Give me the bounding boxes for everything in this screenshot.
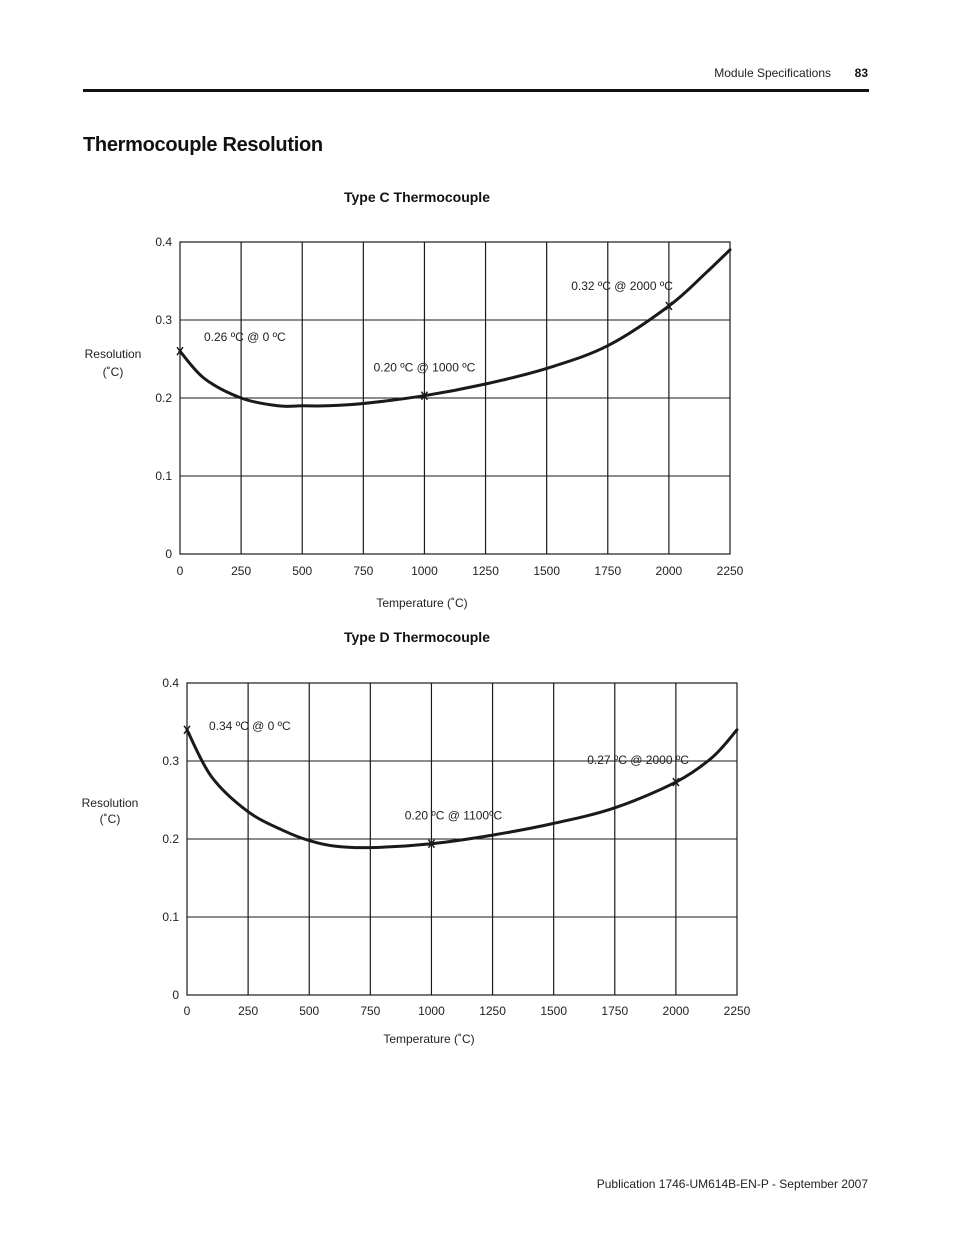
type-d-x-tick-label: 1000 <box>418 1004 445 1018</box>
type-d-y-axis-unit: (˚C) <box>100 812 121 826</box>
type-d-x-tick-label: 1250 <box>479 1004 506 1018</box>
type-d-x-tick-label: 750 <box>360 1004 380 1018</box>
type-c-x-tick-label: 2000 <box>656 564 683 578</box>
type-d-x-tick-label: 2250 <box>724 1004 751 1018</box>
type-c-y-tick-label: 0.3 <box>155 313 172 327</box>
type-c-chart-title: Type C Thermocouple <box>344 189 490 205</box>
type-c-annotation-label: 0.32 ºC @ 2000 ºC <box>571 279 673 293</box>
type-c-y-axis-label: Resolution <box>85 347 142 361</box>
type-c-x-tick-label: 1250 <box>472 564 499 578</box>
type-d-annotation-label: 0.27 ºC @ 2000 ºC <box>587 753 689 767</box>
type-d-x-tick-label: 0 <box>184 1004 191 1018</box>
type-c-y-tick-label: 0 <box>165 547 172 561</box>
type-c-x-axis-label: Temperature (˚C) <box>376 596 467 610</box>
type-d-x-tick-label: 2000 <box>663 1004 690 1018</box>
type-d-annotation-label: 0.20 ºC @ 1100ºC <box>405 809 503 823</box>
type-c-data-point-marker <box>665 301 673 311</box>
type-d-resolution-curve <box>185 728 739 850</box>
type-c-y-tick-label: 0.4 <box>155 235 172 249</box>
type-c-resolution-curve <box>178 248 732 408</box>
type-d-y-axis-label: Resolution <box>82 796 139 810</box>
type-d-y-tick-label: 0.1 <box>162 910 179 924</box>
type-c-data-point-marker <box>420 391 429 401</box>
type-c-thermocouple-chart: Type C Thermocouple 0 250 500 750 1000 1250 150… <box>0 180 954 620</box>
type-d-x-axis-label: Temperature (˚C) <box>383 1032 474 1046</box>
header-rule <box>83 89 869 92</box>
type-c-x-tick-label: 1000 <box>411 564 438 578</box>
type-c-x-tick-label: 2250 <box>717 564 744 578</box>
type-d-data-point-marker <box>672 777 680 787</box>
type-c-x-tick-label: 750 <box>353 564 373 578</box>
type-d-y-tick-label: 0 <box>172 988 179 1002</box>
type-c-annotation-label: 0.26 ºC @ 0 ºC <box>204 330 286 344</box>
publication-footer: Publication 1746-UM614B-EN-P - September… <box>596 1177 868 1191</box>
type-c-x-tick-label: 250 <box>231 564 251 578</box>
type-c-y-tick-label: 0.2 <box>155 391 172 405</box>
type-d-y-tick-label: 0.2 <box>162 832 179 846</box>
type-c-y-axis-unit: (˚C) <box>103 365 124 379</box>
type-c-data-point-marker <box>176 346 184 356</box>
page-number: 83 <box>854 66 868 80</box>
running-header: Module Specifications <box>714 66 831 80</box>
type-d-x-tick-label: 500 <box>299 1004 319 1018</box>
type-c-x-tick-label: 500 <box>292 564 312 578</box>
type-c-x-tick-label: 0 <box>177 564 184 578</box>
type-d-y-tick-label: 0.4 <box>162 676 179 690</box>
type-d-x-tick-label: 250 <box>238 1004 258 1018</box>
type-d-y-tick-label: 0.3 <box>162 754 179 768</box>
type-d-data-point-marker <box>427 839 436 849</box>
type-d-chart-svg: Type D Thermocouple 0 250 500 750 1000 1250 150… <box>82 629 751 1046</box>
type-c-chart-svg: Type C Thermocouple 0 250 500 750 1000 1250 150… <box>85 189 744 610</box>
type-d-thermocouple-chart: Type D Thermocouple 0 250 500 750 1000 1250 150… <box>0 620 954 1060</box>
type-c-x-tick-label: 1750 <box>594 564 621 578</box>
type-c-x-tick-label: 1500 <box>533 564 560 578</box>
type-d-chart-title: Type D Thermocouple <box>344 629 490 645</box>
page-title: Thermocouple Resolution <box>83 134 323 156</box>
type-d-x-tick-label: 1500 <box>540 1004 567 1018</box>
type-d-x-tick-label: 1750 <box>601 1004 628 1018</box>
type-c-y-tick-label: 0.1 <box>155 469 172 483</box>
type-d-annotation-label: 0.34 ºC @ 0 ºC <box>209 719 291 733</box>
type-d-data-point-marker <box>183 725 191 735</box>
type-c-annotation-label: 0.20 ºC @ 1000 ºC <box>374 361 476 375</box>
